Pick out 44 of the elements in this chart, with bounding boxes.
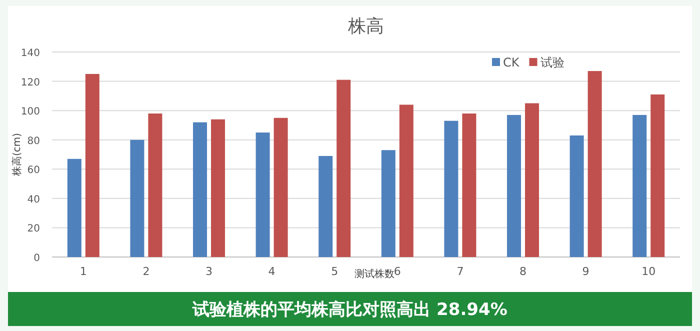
- chart-title: 株高: [347, 16, 384, 37]
- x-tick-label: 7: [456, 265, 464, 278]
- y-tick-label: 60: [27, 165, 40, 176]
- bar: [67, 158, 82, 257]
- bar: [650, 94, 665, 257]
- x-tick-label: 5: [331, 265, 338, 278]
- x-axis-title: 测试株数: [354, 268, 395, 280]
- y-tick-label: 80: [27, 136, 40, 147]
- x-tick-label: 1: [80, 265, 87, 278]
- x-tick-label: 4: [268, 265, 276, 278]
- x-tick-label: 3: [206, 265, 212, 278]
- bar: [130, 140, 144, 257]
- bar: [336, 80, 351, 257]
- y-axis-title: 株高(cm): [11, 132, 23, 178]
- legend-label: CK: [503, 56, 520, 70]
- y-tick-label: 40: [27, 194, 40, 206]
- bar: [381, 150, 396, 257]
- legend-label: 试验: [540, 56, 564, 70]
- bar: [85, 74, 100, 257]
- x-tick-label: 9: [582, 265, 590, 278]
- x-tick-label: 10: [642, 265, 656, 278]
- bar: [211, 119, 225, 257]
- y-tick-label: 0: [34, 253, 40, 264]
- bar: [399, 104, 414, 257]
- y-tick-label: 120: [20, 77, 40, 88]
- bar: [318, 156, 333, 257]
- bar: [588, 71, 602, 257]
- bar: [525, 103, 539, 257]
- bar: [274, 118, 288, 257]
- bar: [193, 122, 207, 257]
- y-tick-label: 140: [20, 48, 40, 59]
- bar: [632, 114, 647, 257]
- bar: [570, 135, 584, 257]
- x-tick-label: 8: [520, 265, 526, 278]
- x-tick-label: 6: [394, 265, 401, 278]
- y-tick-label: 20: [27, 224, 40, 235]
- text: 试验植株的平均株高比对照高出 28.94%: [192, 300, 508, 320]
- bar: [462, 114, 476, 257]
- y-tick-label: 100: [20, 106, 40, 118]
- x-tick-label: 2: [142, 265, 150, 278]
- bar: [256, 132, 270, 257]
- bar: [444, 120, 458, 257]
- bar: [507, 114, 521, 257]
- bar: [148, 114, 162, 257]
